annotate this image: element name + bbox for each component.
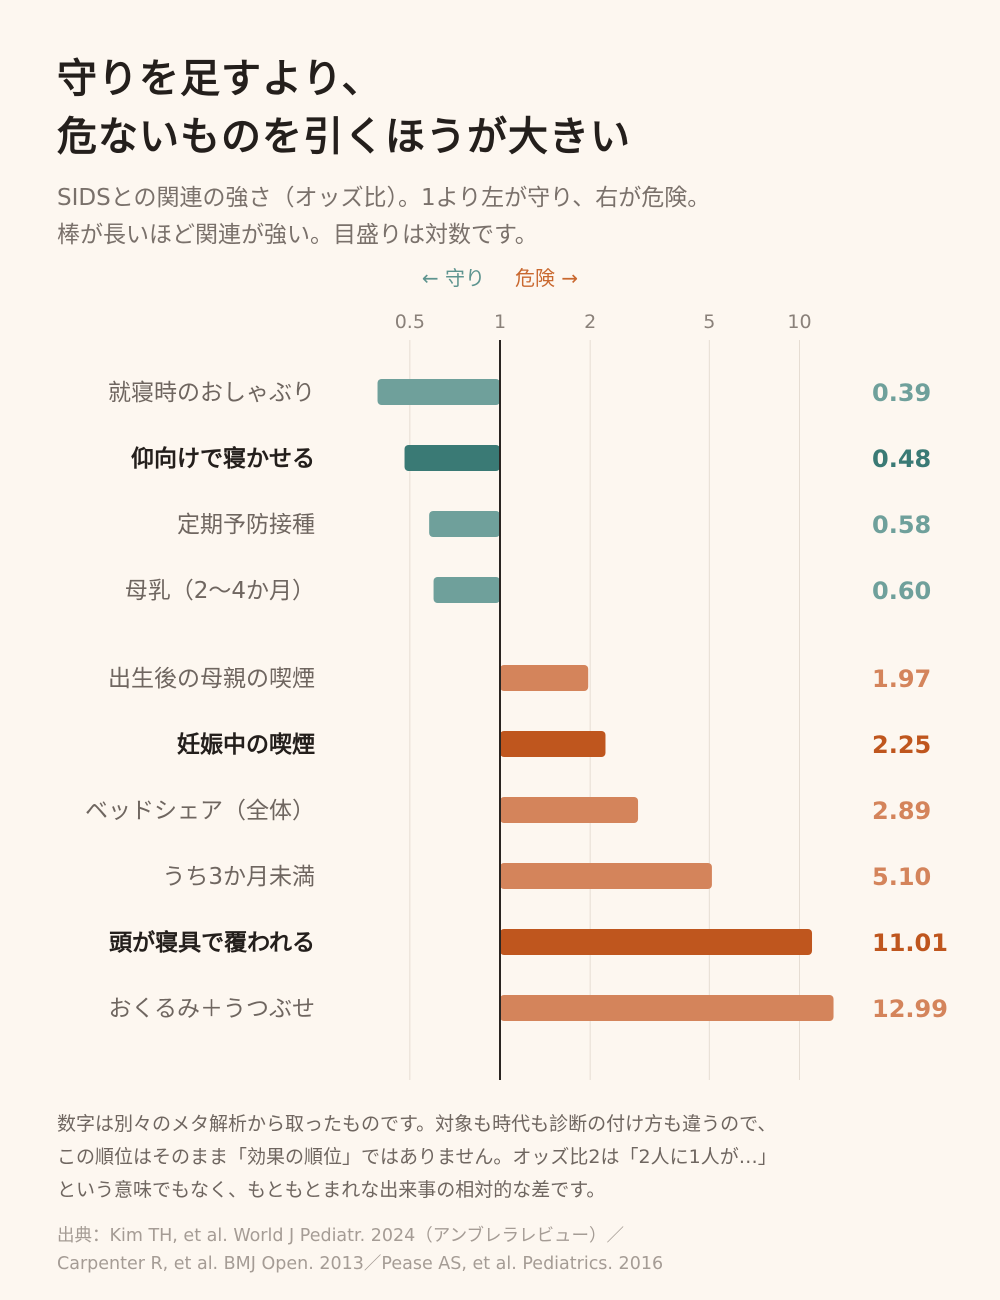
bar-4 bbox=[433, 577, 500, 603]
category-label-7: ベッドシェア（全体） bbox=[85, 798, 315, 824]
source-line-1: 出典：Kim TH, et al. World J Pediatr. 2024（… bbox=[57, 1226, 625, 1246]
bar-3 bbox=[429, 511, 500, 537]
category-label-3: 定期予防接種 bbox=[177, 512, 315, 538]
tick-label-1: 1 bbox=[494, 311, 506, 333]
label-layer: 就寝時のおしゃぶり 0.39 仰向けで寝かせる 0.48 定期予防接種 0.58 母乳（2〜… bbox=[85, 379, 948, 1023]
note-line-2: この順位はそのまま「効果の順位」ではありません。オッズ比2は「2人に1人が…」 bbox=[57, 1146, 777, 1168]
title-line-2: 危ないものを引くほうが大きい bbox=[57, 114, 631, 160]
category-label-1: 就寝時のおしゃぶり bbox=[108, 380, 315, 406]
value-label-5: 1.97 bbox=[872, 665, 931, 693]
value-label-1: 0.39 bbox=[872, 379, 931, 407]
source-citation: 出典：Kim TH, et al. World J Pediatr. 2024（… bbox=[57, 1222, 957, 1278]
bar-7 bbox=[500, 797, 639, 823]
value-label-2: 0.48 bbox=[872, 445, 931, 473]
tick-label-0.5: 0.5 bbox=[395, 311, 425, 333]
note-line-1: 数字は別々のメタ解析から取ったものです。対象も時代も診断の付け方も違うので、 bbox=[57, 1113, 777, 1135]
bar-2 bbox=[404, 445, 500, 471]
tick-label-10: 10 bbox=[787, 311, 811, 333]
category-label-2: 仰向けで寝かせる bbox=[131, 445, 315, 472]
bar-5 bbox=[500, 665, 589, 691]
tick-label-5: 5 bbox=[703, 311, 715, 333]
category-label-9: 頭が寝具で覆われる bbox=[109, 929, 315, 956]
source-line-2: Carpenter R, et al. BMJ Open. 2013／Pease… bbox=[57, 1254, 664, 1274]
value-label-4: 0.60 bbox=[872, 577, 931, 605]
risk-direction-label: 危険 → bbox=[515, 266, 578, 290]
value-label-3: 0.58 bbox=[872, 511, 931, 539]
category-label-4: 母乳（2〜4か月） bbox=[125, 578, 315, 604]
protective-direction-label: ← 守り bbox=[422, 266, 485, 290]
value-label-6: 2.25 bbox=[872, 731, 931, 759]
value-label-7: 2.89 bbox=[872, 797, 931, 825]
grid-layer: 0.5 1 2 5 10 bbox=[395, 311, 812, 1080]
category-label-10: おくるみ＋うつぶせ bbox=[108, 996, 315, 1022]
subtitle-line-1: SIDSとの関連の強さ（オッズ比）。1より左が守り、右が危険。 bbox=[57, 185, 711, 211]
bar-8 bbox=[500, 863, 712, 889]
subtitle-line-2: 棒が長いほど関連が強い。目盛りは対数です。 bbox=[57, 222, 538, 248]
title-line-1: 守りを足すより、 bbox=[57, 56, 383, 102]
bar-10 bbox=[500, 995, 834, 1021]
category-label-5: 出生後の母親の喫煙 bbox=[108, 666, 315, 692]
value-label-8: 5.10 bbox=[872, 863, 931, 891]
category-label-6: 妊娠中の喫煙 bbox=[177, 732, 315, 758]
bar-6 bbox=[500, 731, 606, 757]
category-label-8: うち3か月未満 bbox=[162, 864, 315, 890]
caveat-note: 数字は別々のメタ解析から取ったものです。対象も時代も診断の付け方も違うので、 こ… bbox=[57, 1108, 957, 1207]
value-label-9: 11.01 bbox=[872, 929, 948, 957]
odds-ratio-chart: ← 守り 危険 → 0.5 1 2 5 10 就寝時のおしゃぶり 0.39 仰向けで寝かせる… bbox=[85, 266, 948, 1080]
note-line-3: という意味でもなく、もともとまれな出来事の相対的な差です。 bbox=[57, 1179, 606, 1201]
tick-label-2: 2 bbox=[584, 311, 596, 333]
bar-layer bbox=[377, 379, 834, 1021]
bar-9 bbox=[500, 929, 813, 955]
value-label-10: 12.99 bbox=[872, 995, 948, 1023]
bar-1 bbox=[377, 379, 500, 405]
chart-subtitle: SIDSとの関連の強さ（オッズ比）。1より左が守り、右が危険。 棒が長いほど関連… bbox=[57, 180, 957, 254]
page-title: 守りを足すより、 危ないものを引くほうが大きい bbox=[57, 50, 957, 166]
